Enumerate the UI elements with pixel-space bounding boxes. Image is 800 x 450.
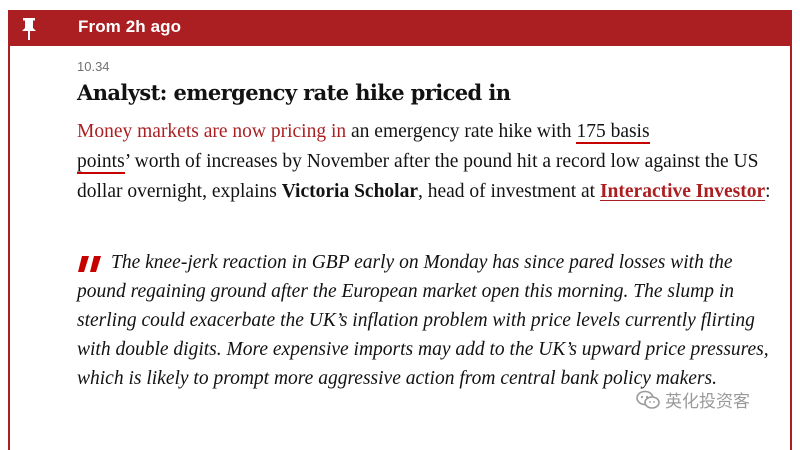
blockquote: The knee-jerk reaction in GBP early on M… [77,252,769,389]
analyst-name: Victoria Scholar [281,181,418,202]
paragraph-text: : [765,181,771,202]
post-headline: Analyst: emergency rate hike priced in [77,80,511,105]
paragraph-text: ’ worth of increases by November after t… [77,151,759,202]
post-paragraph: Money markets are now pricing in an emer… [77,117,777,207]
wechat-icon [636,390,660,409]
highlight-points: points [77,151,125,174]
interactive-investor-link[interactable]: Interactive Investor [599,181,766,202]
paragraph-text: an emergency rate hike with [346,121,577,142]
pinned-post-header: From 2h ago [8,10,792,46]
quote-mark-icon [78,256,101,272]
paragraph-text: , head of investment at [418,181,600,202]
watermark: 英化投资客 [636,387,750,412]
header-label: From 2h ago [78,17,182,36]
money-markets-link[interactable]: Money markets are now pricing in [77,121,347,142]
highlight-basis: 175 basis [576,121,650,144]
watermark-text: 英化投资客 [665,392,750,412]
live-blog-card [8,10,792,450]
post-timestamp[interactable]: 10.34 [77,59,110,74]
pin-icon [22,18,36,40]
